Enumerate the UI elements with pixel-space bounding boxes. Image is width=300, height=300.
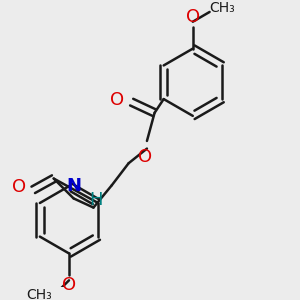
Text: N: N: [66, 177, 81, 195]
Text: O: O: [138, 148, 152, 166]
Text: CH₃: CH₃: [210, 1, 236, 15]
Text: CH₃: CH₃: [26, 288, 52, 300]
Text: O: O: [110, 91, 124, 109]
Text: H: H: [89, 191, 103, 209]
Text: O: O: [12, 178, 26, 196]
Text: O: O: [186, 8, 200, 26]
Text: O: O: [62, 276, 76, 294]
